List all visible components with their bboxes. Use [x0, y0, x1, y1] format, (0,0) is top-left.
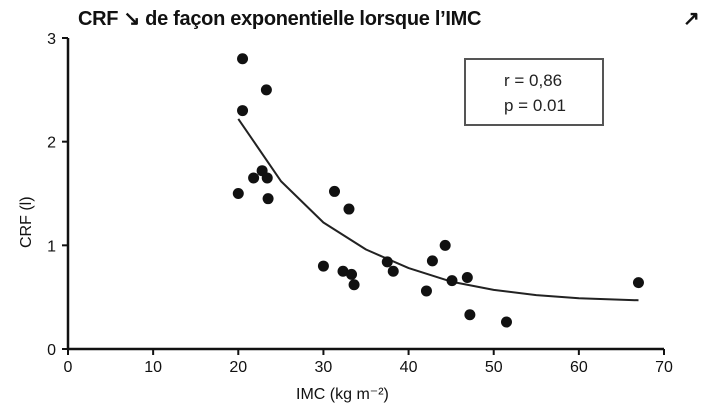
x-tick-label: 20 — [229, 359, 247, 376]
data-point — [461, 271, 473, 283]
x-tick-label: 70 — [655, 359, 673, 376]
data-point — [348, 279, 360, 291]
data-point — [261, 172, 273, 184]
y-axis-label: CRF (l) — [18, 196, 35, 248]
data-point — [317, 260, 329, 272]
x-tick-label: 30 — [315, 359, 333, 376]
stats-box: r = 0,86 p = 0.01 — [464, 58, 604, 126]
data-points-layer — [232, 53, 644, 328]
data-point — [439, 239, 451, 251]
x-tick-label: 60 — [570, 359, 588, 376]
fit-curve-layer — [237, 118, 639, 302]
data-point — [248, 172, 260, 184]
x-tick-label: 0 — [64, 359, 73, 376]
data-point — [387, 265, 399, 277]
data-point — [237, 105, 249, 117]
data-point — [426, 255, 438, 267]
data-point — [500, 316, 512, 328]
data-point — [337, 265, 349, 277]
axes: 0 10 20 30 40 50 60 70 0 1 2 3 — [47, 31, 673, 376]
title-arrow-up-icon: ↗ — [683, 8, 700, 30]
data-point — [262, 193, 274, 205]
y-tick-label: 3 — [47, 31, 56, 48]
y-tick-label: 2 — [47, 135, 56, 152]
data-point — [381, 256, 393, 268]
data-point — [632, 277, 644, 289]
data-point — [343, 203, 355, 215]
p-value: p = 0.01 — [504, 96, 566, 115]
x-tick-label: 10 — [144, 359, 162, 376]
x-axis-label: IMC (kg m⁻²) — [296, 386, 389, 403]
data-point — [328, 185, 340, 197]
data-point — [464, 309, 476, 321]
data-point — [232, 188, 244, 199]
correlation-r: r = 0,86 — [504, 71, 563, 90]
data-point — [420, 285, 432, 297]
exponential-fit-curve — [237, 118, 639, 302]
y-tick-label: 1 — [47, 238, 56, 255]
x-tick-label: 50 — [485, 359, 503, 376]
data-point — [446, 275, 458, 287]
chart-title: CRF ↘ de façon exponentielle lorsque l’I… — [78, 8, 482, 30]
data-point — [237, 53, 249, 65]
data-point — [260, 84, 272, 96]
y-tick-label: 0 — [47, 342, 56, 359]
x-tick-label: 40 — [400, 359, 418, 376]
data-point — [346, 268, 358, 280]
